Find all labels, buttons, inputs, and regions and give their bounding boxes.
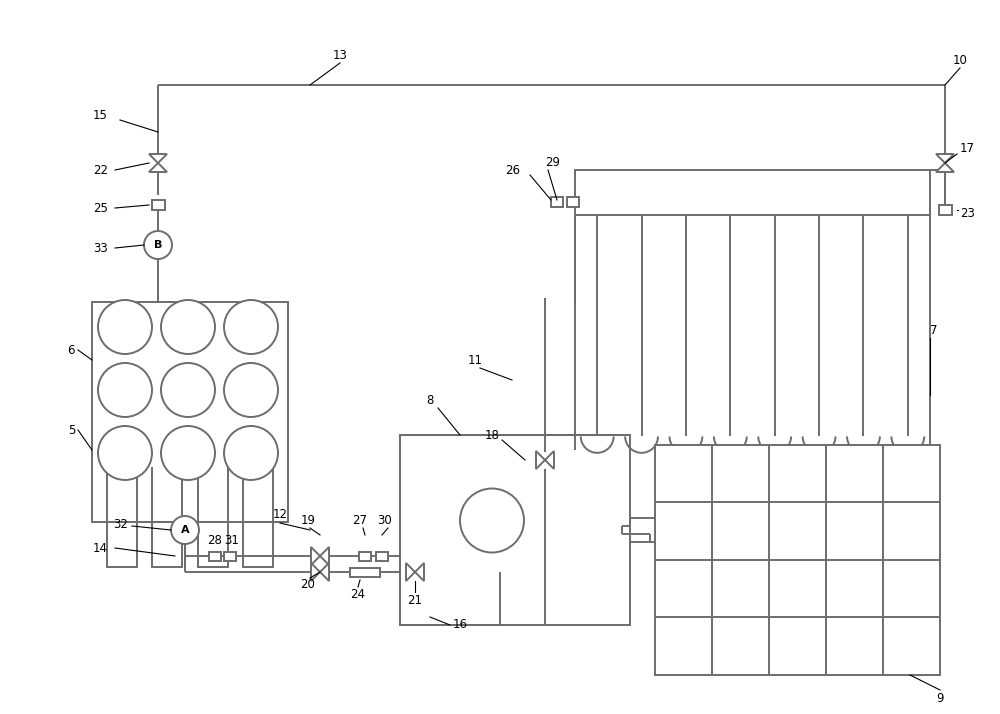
Text: 28: 28 xyxy=(208,533,222,546)
Bar xyxy=(938,205,952,215)
Text: 13: 13 xyxy=(333,49,347,61)
Text: 26: 26 xyxy=(505,164,520,176)
Text: 20: 20 xyxy=(301,578,315,591)
Text: 27: 27 xyxy=(353,513,368,526)
Text: 23: 23 xyxy=(960,206,975,219)
Bar xyxy=(198,522,228,567)
Bar xyxy=(567,197,579,207)
Circle shape xyxy=(144,231,172,259)
Circle shape xyxy=(98,426,152,480)
Polygon shape xyxy=(936,154,954,163)
Text: 29: 29 xyxy=(545,156,560,169)
Circle shape xyxy=(460,488,524,553)
Polygon shape xyxy=(149,163,167,172)
Bar xyxy=(92,302,288,522)
Circle shape xyxy=(224,300,278,354)
Bar xyxy=(152,200,165,210)
Circle shape xyxy=(224,363,278,417)
Text: 9: 9 xyxy=(936,691,944,705)
Circle shape xyxy=(98,300,152,354)
Circle shape xyxy=(224,426,278,480)
Text: 6: 6 xyxy=(68,343,75,356)
Text: 7: 7 xyxy=(930,323,938,336)
Text: 12: 12 xyxy=(273,508,288,521)
Text: 33: 33 xyxy=(93,241,108,254)
Polygon shape xyxy=(311,563,320,581)
Circle shape xyxy=(171,516,199,544)
Text: 8: 8 xyxy=(426,393,434,406)
Polygon shape xyxy=(415,563,424,581)
Bar xyxy=(400,435,630,625)
Text: 11: 11 xyxy=(468,353,483,366)
Text: 19: 19 xyxy=(301,513,316,526)
Text: B: B xyxy=(154,240,162,250)
Text: 30: 30 xyxy=(378,513,392,526)
Text: 15: 15 xyxy=(93,109,107,121)
Polygon shape xyxy=(936,163,954,172)
Circle shape xyxy=(98,363,152,417)
Text: A: A xyxy=(181,525,189,535)
Text: 25: 25 xyxy=(93,201,108,214)
Text: 5: 5 xyxy=(68,423,75,436)
Text: 17: 17 xyxy=(960,141,975,154)
Text: 22: 22 xyxy=(93,164,108,176)
Bar xyxy=(209,551,221,560)
Polygon shape xyxy=(320,563,329,581)
Text: 16: 16 xyxy=(453,618,468,631)
Bar xyxy=(224,551,236,560)
Bar xyxy=(350,568,380,576)
Text: 24: 24 xyxy=(351,588,366,601)
Polygon shape xyxy=(536,451,545,469)
Polygon shape xyxy=(320,547,329,565)
Text: 10: 10 xyxy=(953,54,967,66)
Text: 18: 18 xyxy=(485,428,500,441)
Circle shape xyxy=(161,426,215,480)
Text: 14: 14 xyxy=(93,541,108,555)
Bar xyxy=(376,551,388,560)
Circle shape xyxy=(161,363,215,417)
Text: 21: 21 xyxy=(408,593,423,606)
Polygon shape xyxy=(545,451,554,469)
Text: 32: 32 xyxy=(113,518,128,531)
Bar xyxy=(575,170,930,215)
Bar xyxy=(359,551,371,560)
Polygon shape xyxy=(406,563,415,581)
Bar xyxy=(107,522,137,567)
Bar xyxy=(243,522,273,567)
Text: 31: 31 xyxy=(225,533,239,546)
Bar xyxy=(655,445,940,675)
Polygon shape xyxy=(149,154,167,163)
Bar xyxy=(152,522,182,567)
Circle shape xyxy=(161,300,215,354)
Bar xyxy=(551,197,563,207)
Polygon shape xyxy=(311,547,320,565)
